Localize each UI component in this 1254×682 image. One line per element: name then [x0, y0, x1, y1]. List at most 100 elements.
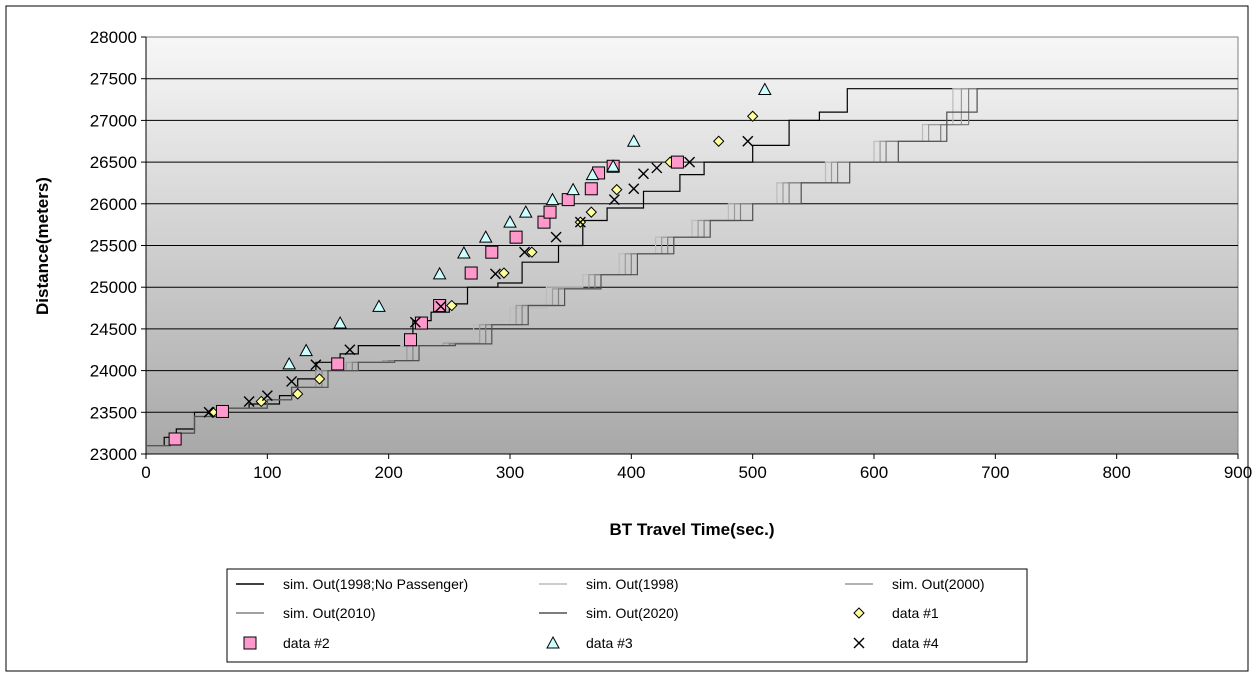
y-tick-label: 26500: [90, 153, 137, 172]
legend-marker-swatch: [853, 637, 865, 649]
data-point-x: [409, 316, 421, 328]
data-point-triangle: [478, 230, 493, 243]
data-point-square: [509, 230, 523, 244]
y-tick-label: 24500: [90, 320, 137, 339]
data-point-diamond: [291, 388, 304, 400]
data-point-x: [550, 231, 562, 243]
y-tick-label: 23000: [90, 445, 137, 464]
data-point-diamond: [498, 267, 510, 279]
data-point-x-stroke: [489, 268, 501, 280]
x-tick-label: 300: [496, 463, 524, 482]
data-point-x: [742, 135, 754, 147]
data-point-x-stroke: [286, 375, 298, 387]
data-point-square: [414, 316, 428, 330]
data-point-square: [584, 182, 598, 196]
data-point-triangle: [333, 316, 347, 329]
data-point-triangle: [503, 215, 517, 228]
data-point-x: [489, 268, 501, 280]
data-point-diamond: [313, 373, 326, 385]
y-tick-label: 27000: [90, 111, 137, 130]
y-tick-label: 26000: [90, 195, 137, 214]
data-point-square: [485, 245, 499, 259]
legend-marker-swatch: [243, 636, 257, 650]
data-point-x-stroke: [550, 231, 562, 243]
data-point-diamond: [446, 299, 458, 312]
data-point-x: [310, 359, 322, 371]
legend-label: data #2: [283, 635, 330, 651]
data-point-x: [628, 183, 640, 195]
x-tick-label: 400: [617, 463, 645, 482]
data-point-x: [286, 375, 298, 387]
x-tick-label: 600: [860, 463, 888, 482]
data-point-x-stroke: [310, 359, 322, 371]
data-point-triangle: [585, 167, 600, 181]
legend-label: data #1: [892, 605, 939, 621]
legend-label: sim. Out(2020): [586, 605, 679, 621]
marker-layer: [168, 82, 772, 446]
x-tick-label: 900: [1224, 463, 1252, 482]
data-point-square: [543, 205, 557, 219]
legend-label: sim. Out(2010): [283, 605, 376, 621]
axis-layer: 23000 23500 24000 24500 25000 25500 26000 26500…: [90, 28, 1252, 482]
data-point-triangle: [372, 299, 386, 312]
data-point-x-stroke: [608, 194, 620, 206]
data-point-x-stroke: [243, 395, 255, 407]
legend-marker-swatch-stroke: [853, 637, 865, 649]
data-point-x-stroke: [574, 216, 586, 228]
data-point-x: [203, 406, 215, 418]
data-point-square: [670, 155, 684, 169]
data-point-triangle: [626, 134, 641, 147]
data-point-x-stroke: [261, 390, 273, 402]
data-point-diamond: [611, 183, 623, 196]
y-tick-label: 27500: [90, 70, 137, 89]
data-point-x: [684, 156, 696, 168]
legend-marker-swatch: [546, 635, 560, 649]
data-point-x-stroke: [409, 316, 421, 328]
data-point-x-stroke: [435, 300, 447, 312]
x-tick-label: 800: [1102, 463, 1130, 482]
data-point-triangle: [282, 356, 297, 370]
legend-box: [226, 568, 1028, 663]
data-point-triangle: [299, 343, 314, 357]
data-point-diamond: [585, 206, 598, 218]
y-tick-label: 24000: [90, 362, 137, 381]
data-point-x: [243, 395, 255, 407]
x-tick-label: 500: [738, 463, 766, 482]
data-point-x: [435, 300, 447, 312]
legend-marker-swatch: [853, 607, 865, 619]
x-tick-label: 200: [374, 463, 402, 482]
data-point-triangle: [757, 82, 772, 96]
y-axis-title: Distance(meters): [33, 177, 52, 315]
data-point-square: [561, 193, 575, 207]
series-line-5: [146, 88, 1238, 447]
data-point-x-stroke: [742, 135, 754, 147]
data-point-triangle: [457, 245, 471, 259]
x-axis-title: BT Travel Time(sec.): [609, 520, 774, 539]
x-tick-label: 700: [981, 463, 1009, 482]
data-point-x: [608, 194, 620, 206]
legend-label: data #4: [892, 635, 939, 651]
data-point-triangle: [518, 205, 533, 218]
data-point-square: [168, 432, 182, 446]
data-point-square: [464, 266, 478, 280]
data-point-diamond: [712, 135, 725, 147]
x-tick-label: 100: [253, 463, 281, 482]
data-point-x-stroke: [637, 168, 649, 180]
data-point-x-stroke: [203, 406, 215, 418]
legend-label: data #3: [586, 635, 633, 651]
data-point-triangle: [566, 182, 580, 196]
data-point-x-stroke: [651, 162, 663, 174]
data-point-x: [651, 162, 663, 174]
data-point-triangle: [432, 266, 447, 280]
y-tick-label: 28000: [90, 28, 137, 47]
data-point-triangle: [606, 159, 620, 172]
legend-label: sim. Out(1998): [586, 576, 679, 592]
data-point-x: [519, 246, 531, 258]
data-point-x: [344, 344, 356, 356]
y-tick-label: 25000: [90, 278, 137, 297]
y-tick-label: 23500: [90, 403, 137, 422]
data-point-x: [574, 216, 586, 228]
data-point-x-stroke: [519, 246, 531, 258]
